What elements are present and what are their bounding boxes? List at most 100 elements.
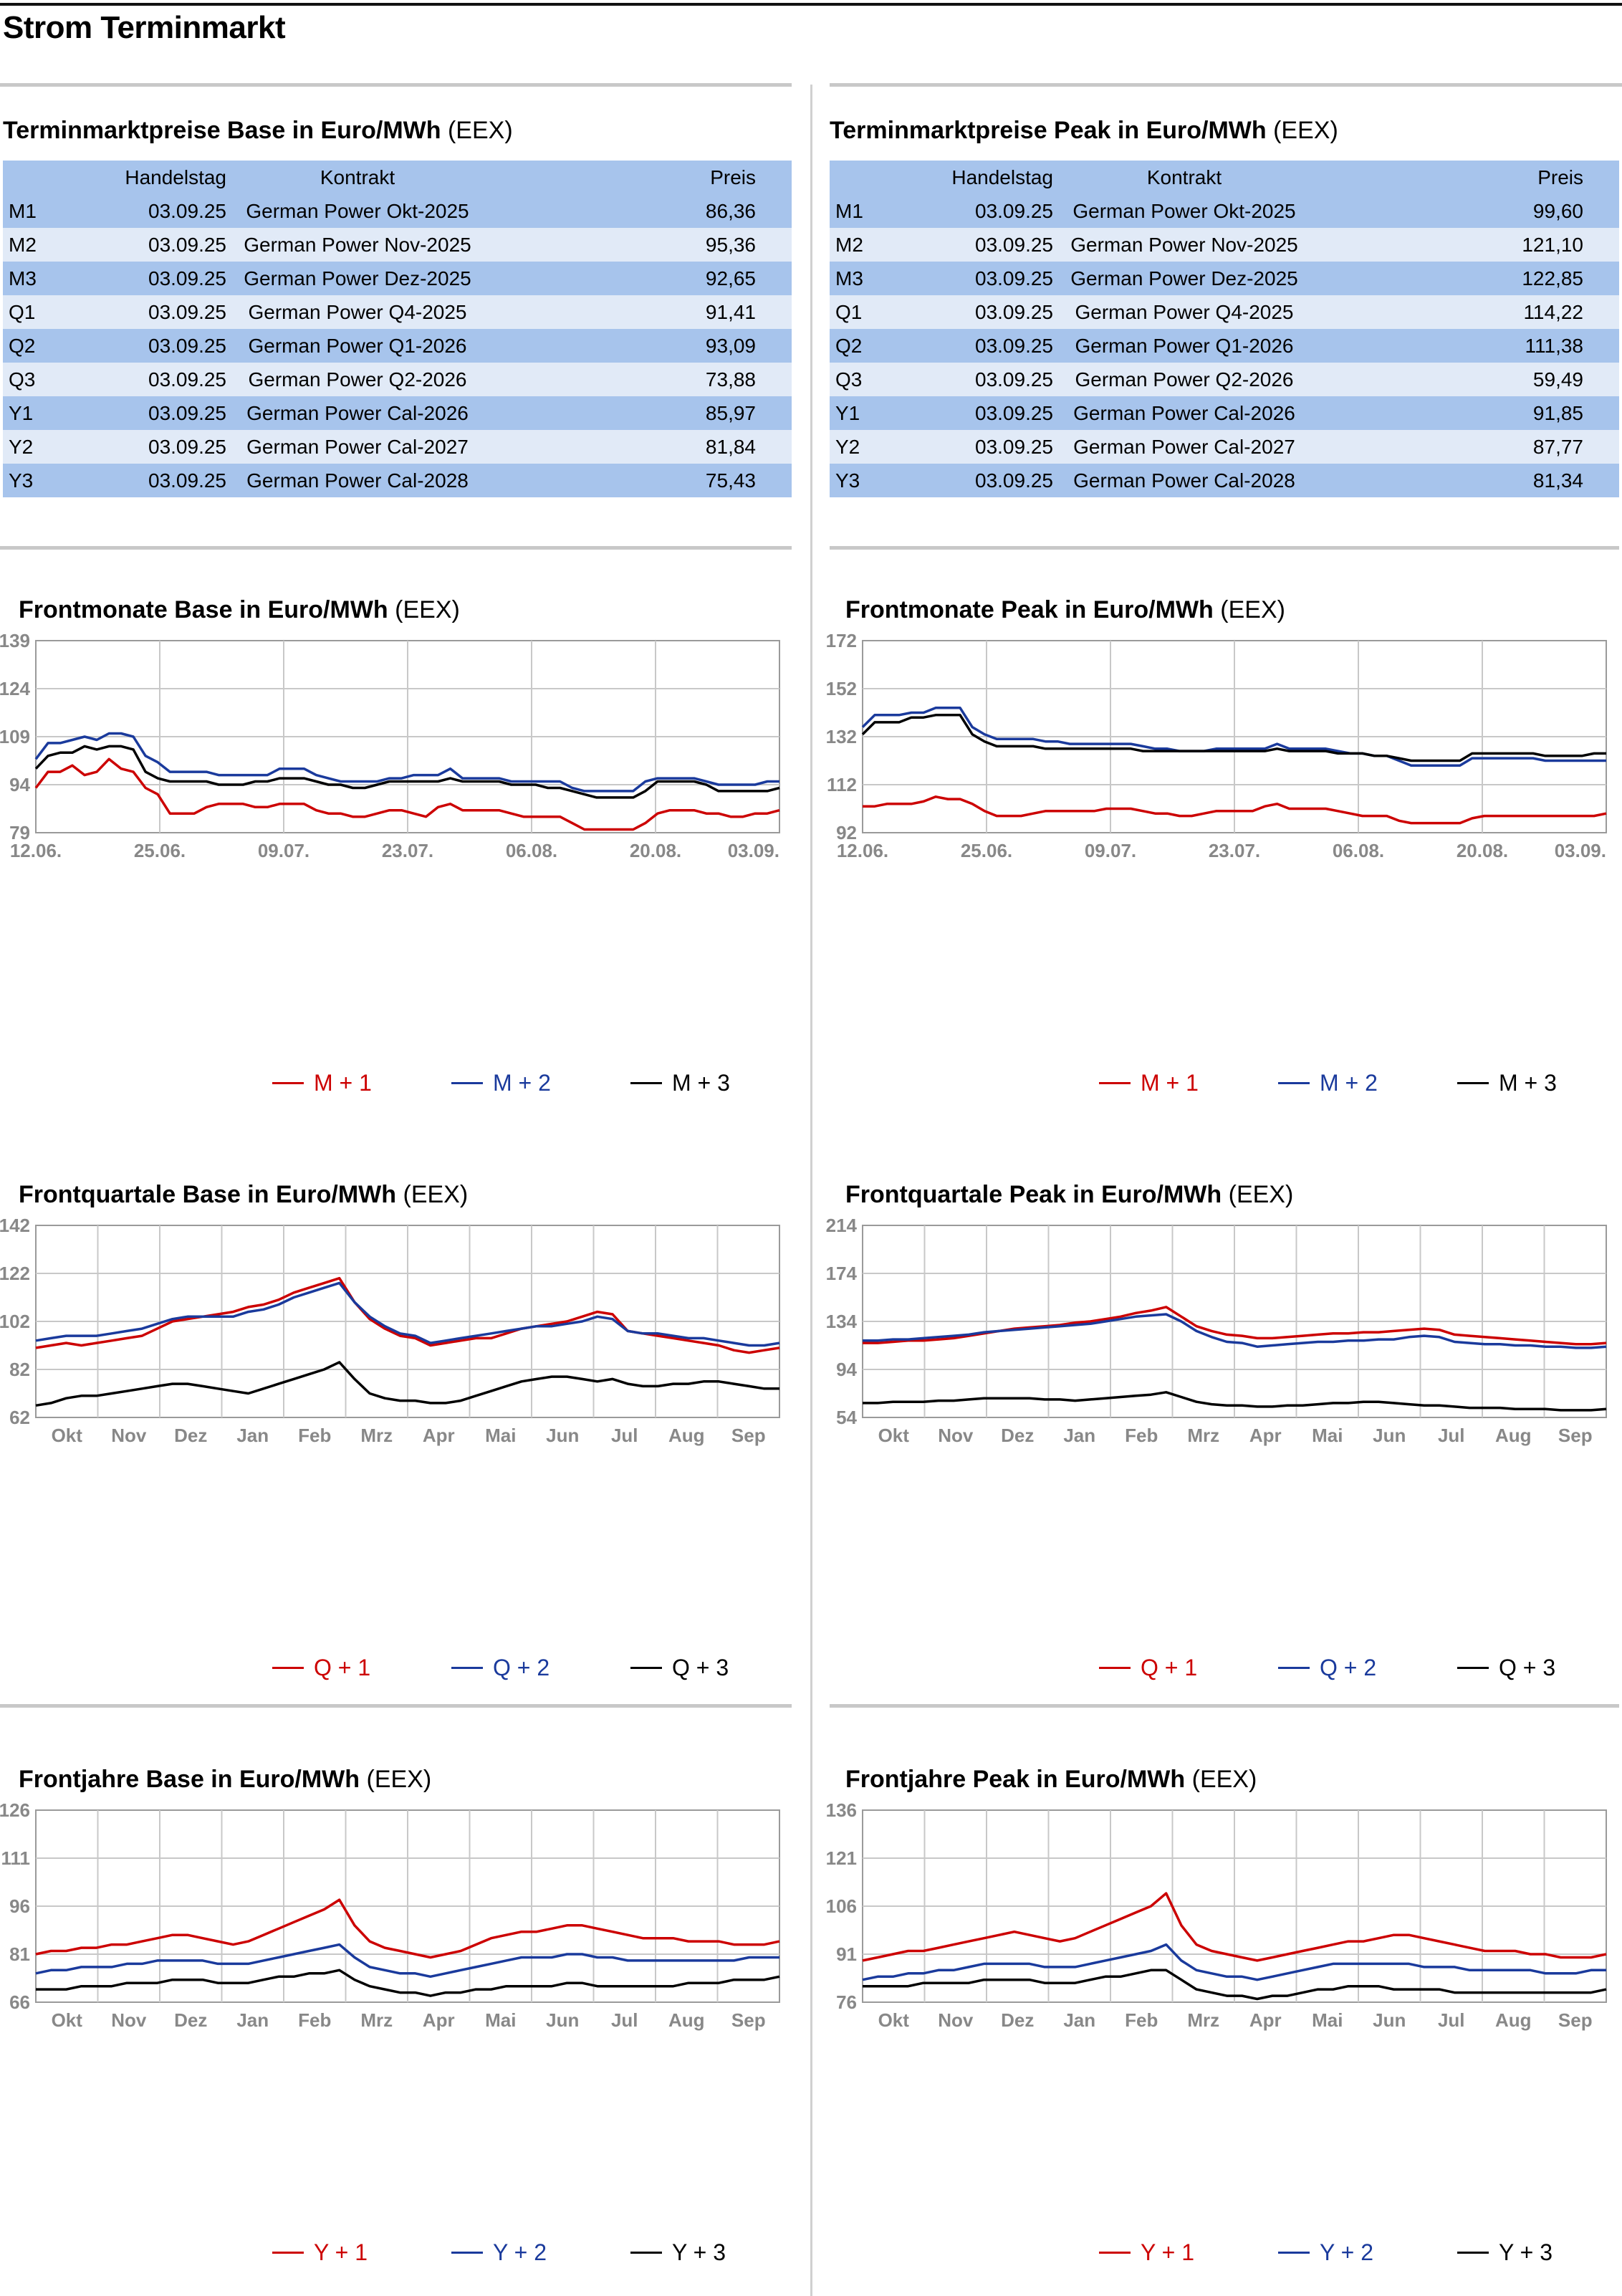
legend-swatch	[1278, 1082, 1310, 1085]
y-tick-label: 66	[9, 1991, 30, 2013]
x-tick-label: Dez	[174, 1425, 207, 1446]
x-tick-label: Dez	[1001, 2009, 1034, 2031]
cell-price: 85,97	[705, 402, 756, 424]
cell-contract: German Power Nov-2025	[244, 234, 471, 256]
cell-contract: German Power Q2-2026	[1075, 368, 1294, 391]
x-tick-label: 09.07.	[1085, 840, 1136, 861]
cell-price: 91,41	[705, 301, 756, 323]
series-line-3	[863, 1969, 1607, 2001]
chart-title: Frontmonate Peak in Euro/MWh (EEX)	[845, 596, 1285, 624]
table-row: Q2 03.09.25 German Power Q1-2026 93,09	[3, 329, 792, 363]
x-tick-label: Mrz	[360, 1425, 393, 1446]
legend-label: M + 2	[493, 1070, 551, 1096]
x-tick-label: Jul	[611, 1425, 638, 1446]
table-row: Q3 03.09.25 German Power Q2-2026 73,88	[3, 363, 792, 396]
legend-label: M + 2	[1320, 1070, 1378, 1096]
legend-swatch	[272, 1082, 304, 1085]
cell-date: 03.09.25	[975, 200, 1053, 222]
cell-date: 03.09.25	[975, 301, 1053, 323]
x-tick-label: Aug	[1495, 2009, 1532, 2031]
cell-contract: German Power Q1-2026	[248, 335, 467, 357]
table-row: M3 03.09.25 German Power Dez-2025 122,85	[830, 262, 1619, 295]
legend-label: M + 3	[1499, 1070, 1557, 1096]
legend-swatch	[1457, 2252, 1489, 2254]
x-tick-label: Jun	[546, 2009, 579, 2031]
y-tick-label: 126	[0, 1799, 30, 1821]
y-tick-label: 82	[9, 1359, 30, 1380]
y-tick-label: 112	[827, 774, 857, 795]
legend-label: Q + 1	[314, 1655, 371, 1680]
cell-date: 03.09.25	[148, 368, 226, 391]
x-tick-label: Jul	[1438, 1425, 1465, 1446]
y-tick-label: 81	[9, 1943, 30, 1965]
chart-title-bold: Frontquartale Base in Euro/MWh	[19, 1181, 397, 1208]
legend-swatch	[630, 1667, 662, 1670]
cell-id: Q3	[835, 368, 863, 391]
y-tick-label: 106	[826, 1895, 857, 1917]
series-line-1	[863, 795, 1607, 825]
table-header-row: Handelstag Kontrakt Preis	[3, 161, 792, 194]
chart-years-base: 126 111 96 81 66 Okt Nov Dez Jan Feb Mrz Apr Mai Jun J…	[0, 1799, 780, 2031]
cell-contract: German Power Cal-2026	[1073, 402, 1295, 424]
cell-contract: German Power Cal-2027	[246, 436, 469, 458]
cell-date: 03.09.25	[975, 368, 1053, 391]
table-title-bold: Terminmarktpreise Base in Euro/MWh	[3, 117, 441, 144]
x-tick-label: Okt	[52, 2009, 83, 2031]
legend-label: Y + 1	[1141, 2239, 1195, 2265]
col-header-price: Preis	[710, 166, 756, 188]
legend-label: M + 1	[1141, 1070, 1199, 1096]
page-title: Strom Terminmarkt	[3, 10, 286, 45]
x-tick-label: Nov	[111, 1425, 147, 1446]
legend-swatch	[272, 1667, 304, 1670]
legend-item: Y + 3	[630, 2238, 726, 2267]
legend-label: M + 1	[314, 1070, 372, 1096]
legend-swatch	[1457, 1082, 1489, 1085]
chart-title-bold: Frontjahre Base in Euro/MWh	[19, 1766, 360, 1793]
x-tick-label: 23.07.	[382, 840, 433, 861]
cell-contract: German Power Okt-2025	[246, 200, 469, 222]
cell-price: 81,84	[705, 436, 756, 458]
chart-quarters-peak: 214 174 134 94 54 Okt Nov Dez Jan Feb Mrz Apr Mai Jun…	[826, 1215, 1607, 1446]
x-tick-label: Mrz	[1187, 2009, 1219, 2031]
chart-title: Frontjahre Base in Euro/MWh (EEX)	[19, 1766, 431, 1794]
cell-contract: German Power Dez-2025	[244, 267, 471, 290]
series-line-3	[34, 745, 780, 799]
y-tick-label: 92	[836, 822, 857, 843]
cell-price: 99,60	[1532, 200, 1583, 222]
y-tick-label: 79	[9, 822, 30, 843]
cell-date: 03.09.25	[975, 469, 1053, 492]
y-tick-label: 94	[836, 1359, 857, 1380]
cell-id: Y3	[835, 469, 860, 492]
table-row: Y3 03.09.25 German Power Cal-2028 75,43	[3, 464, 792, 497]
cell-date: 03.09.25	[975, 267, 1053, 290]
col-header-contract: Kontrakt	[320, 166, 395, 188]
series-line-2	[35, 1943, 779, 1979]
cell-contract: German Power Q2-2026	[248, 368, 467, 391]
cell-price: 75,43	[705, 469, 756, 492]
cell-price: 121,10	[1522, 234, 1583, 256]
legend-label: Q + 2	[1320, 1655, 1377, 1680]
legend-label: Y + 2	[493, 2239, 547, 2265]
separator	[0, 1704, 792, 1708]
legend-item: Q + 3	[1457, 1653, 1555, 1682]
x-tick-label: Nov	[938, 1425, 974, 1446]
table-row: Y2 03.09.25 German Power Cal-2027 87,77	[830, 430, 1619, 464]
x-tick-label: Jul	[1438, 2009, 1465, 2031]
x-tick-label: Nov	[938, 2009, 974, 2031]
chart-title-source: (EEX)	[1228, 1181, 1294, 1208]
table-body: M1 03.09.25 German Power Okt-2025 99,60 M2 03…	[830, 194, 1619, 497]
table-title-base: Terminmarktpreise Base in Euro/MWh (EEX)	[3, 117, 513, 145]
table-row: Q1 03.09.25 German Power Q4-2025 91,41	[3, 295, 792, 329]
legend-item: Y + 2	[1278, 2238, 1373, 2267]
x-tick-label: 25.06.	[961, 840, 1012, 861]
x-tick-label: Jun	[546, 1425, 579, 1446]
chart-title: Frontquartale Base in Euro/MWh (EEX)	[19, 1181, 468, 1209]
x-tick-label: Apr	[423, 2009, 455, 2031]
legend-label: Y + 2	[1320, 2239, 1374, 2265]
table-row: M2 03.09.25 German Power Nov-2025 95,36	[3, 228, 792, 262]
y-tick-label: 121	[826, 1847, 857, 1869]
chart-title-bold: Frontmonate Peak in Euro/MWh	[845, 596, 1214, 623]
cell-id: Q1	[835, 301, 863, 323]
cell-id: M2	[835, 234, 863, 256]
